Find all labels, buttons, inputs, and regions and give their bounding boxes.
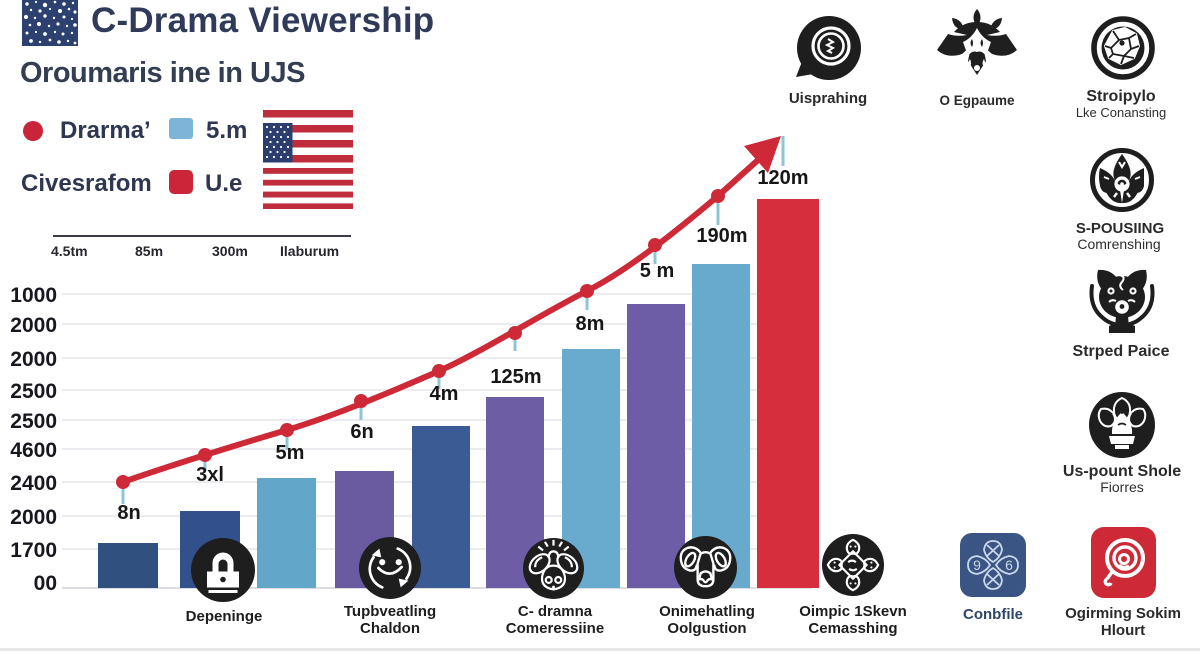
- svg-text:6: 6: [1005, 557, 1013, 573]
- svg-text:9: 9: [973, 557, 981, 573]
